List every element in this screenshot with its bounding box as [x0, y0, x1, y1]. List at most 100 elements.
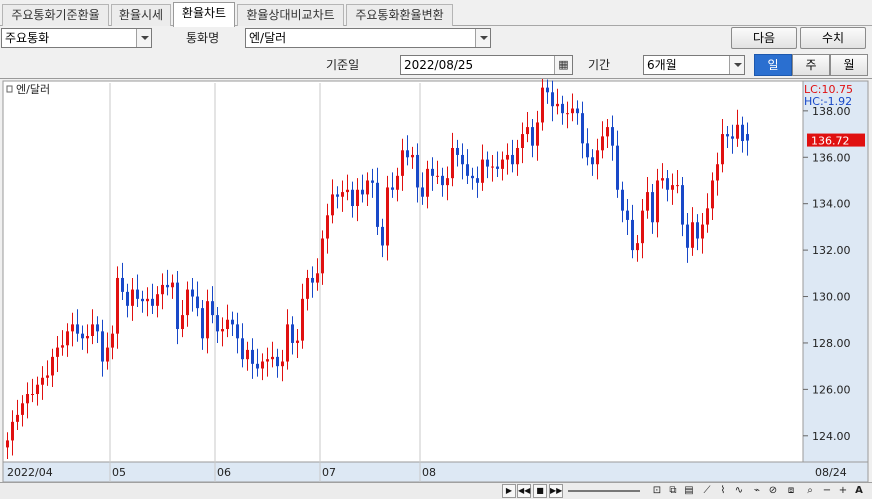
candle-body: [526, 127, 529, 135]
tab-currency-converter[interactable]: 주요통화환율변환: [346, 4, 453, 26]
period-select[interactable]: 6개월: [643, 55, 745, 75]
candle-group: [6, 79, 749, 459]
tab-relative-compare-chart[interactable]: 환율상대비교차트: [237, 4, 344, 26]
candle-body: [391, 187, 394, 190]
candle-body: [696, 222, 699, 239]
interval-month-button[interactable]: 월: [830, 54, 868, 76]
crosshair-icon[interactable]: ⊡: [652, 485, 662, 496]
candle-body: [651, 192, 654, 223]
candle-body: [491, 166, 494, 168]
interval-week-button[interactable]: 주: [792, 54, 830, 76]
candle-body: [596, 150, 599, 165]
candle-body: [141, 298, 144, 302]
candle-body: [251, 349, 254, 364]
candle-body: [436, 175, 439, 177]
copy-icon[interactable]: ⧉: [669, 485, 677, 496]
candle-body: [61, 345, 64, 348]
grid-toggle-icon[interactable]: ▤: [684, 485, 694, 496]
candle-body: [81, 333, 84, 339]
text-size-icon[interactable]: A: [855, 485, 863, 496]
candle-body: [266, 359, 269, 362]
period-select-value: 6개월: [647, 58, 677, 72]
candlestick-chart[interactable]: 138.00 136.00 134.00 132.00 130.00 128.00 126.…: [0, 79, 872, 483]
search-icon[interactable]: ⌕: [807, 485, 813, 496]
candle-body: [331, 194, 334, 216]
candle-body: [346, 189, 349, 193]
candle-body: [196, 296, 199, 309]
candle-body: [361, 189, 364, 195]
image-icon[interactable]: ⧈: [787, 485, 795, 496]
y-tick-label: 130.00: [812, 291, 851, 304]
candle-body: [256, 363, 259, 369]
date-field-value: 2022/08/25: [404, 58, 474, 72]
y-tick-label: 138.00: [812, 105, 851, 118]
zoom-in-icon[interactable]: +: [838, 485, 848, 496]
y-tick-labels: 138.00 136.00 134.00 132.00 130.00 128.00 126.…: [803, 105, 851, 443]
candle-body: [211, 301, 214, 316]
interval-day-button[interactable]: 일: [754, 54, 792, 76]
stop-icon[interactable]: ■: [533, 484, 547, 498]
x-tick-label: 05: [112, 466, 126, 479]
candle-body: [631, 219, 634, 251]
marker-icon[interactable]: ⊘: [768, 485, 778, 496]
zigzag-icon[interactable]: ⌁: [753, 485, 761, 496]
candle-body: [241, 338, 244, 360]
candle-body: [681, 185, 684, 225]
zoom-out-icon[interactable]: −: [822, 485, 832, 496]
candle-body: [116, 277, 119, 334]
date-field[interactable]: 2022/08/25 ▦: [400, 55, 573, 75]
candle-body: [576, 108, 579, 114]
candle-body: [371, 180, 374, 183]
candle-body: [71, 324, 74, 332]
candle-body: [206, 301, 209, 339]
candle-body: [286, 324, 289, 362]
x-tick-label: 08/24: [815, 466, 847, 479]
tab-rate-quotes[interactable]: 환율시세: [111, 4, 171, 26]
next-button[interactable]: 다음: [731, 27, 797, 49]
candle-body: [176, 282, 179, 330]
tab-major-currency-rate[interactable]: 주요통화기준환율: [2, 4, 109, 26]
calendar-icon[interactable]: ▦: [554, 56, 572, 74]
candle-body: [186, 289, 189, 316]
chevron-down-icon[interactable]: [729, 56, 744, 74]
candle-body: [76, 324, 79, 334]
zoom-slider[interactable]: [568, 490, 640, 492]
candle-body: [106, 347, 109, 362]
chevron-down-icon[interactable]: [136, 29, 151, 47]
query-button[interactable]: 수치: [800, 27, 866, 49]
candle-body: [146, 298, 149, 302]
wave-icon[interactable]: ∿: [734, 485, 744, 496]
candle-body: [201, 308, 204, 339]
ruler-icon[interactable]: ⌇: [720, 485, 726, 496]
candle-body: [316, 273, 319, 283]
period-label: 기간: [588, 58, 611, 72]
tab-rate-chart[interactable]: 환율차트: [173, 2, 235, 27]
candle-body: [741, 124, 744, 142]
candle-body: [26, 394, 29, 404]
chevron-down-icon[interactable]: [475, 29, 490, 47]
group-select[interactable]: 주요통화: [1, 28, 152, 48]
candle-body: [421, 187, 424, 197]
rewind-icon[interactable]: ◀◀: [517, 484, 531, 498]
trend-line-icon[interactable]: ⟋: [703, 485, 711, 496]
candle-body: [516, 147, 519, 165]
candle-body: [446, 178, 449, 186]
candle-body: [261, 361, 264, 369]
candle-body: [546, 87, 549, 93]
candle-body: [91, 324, 94, 336]
candle-body: [416, 154, 419, 188]
candle-body: [396, 175, 399, 190]
currency-select[interactable]: 엔/달러: [245, 28, 491, 48]
candle-body: [466, 164, 469, 176]
candle-body: [641, 210, 644, 244]
scroll-right-icon[interactable]: ▶: [502, 484, 516, 498]
candle-body: [156, 294, 159, 306]
candle-body: [551, 92, 554, 107]
candle-body: [406, 150, 409, 158]
date-row: 기준일 2022/08/25 ▦ 기간 6개월 일 주 월: [0, 52, 872, 78]
fast-forward-icon[interactable]: ▶▶: [549, 484, 563, 498]
candle-body: [181, 315, 184, 330]
candle-body: [626, 210, 629, 220]
currency-label: 통화명: [186, 31, 220, 45]
chart-panel[interactable]: 138.00 136.00 134.00 132.00 130.00 128.00 126.…: [0, 78, 872, 483]
